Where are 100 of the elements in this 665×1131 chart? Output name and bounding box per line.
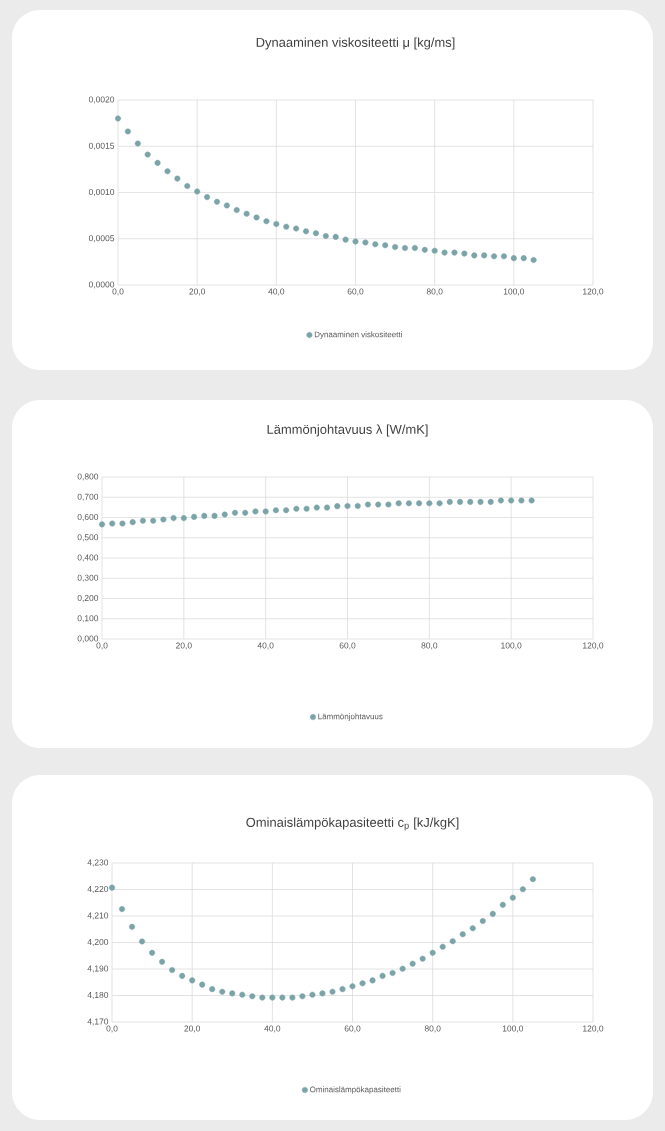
point	[528, 497, 535, 504]
y-tick-label: 4,170	[87, 1018, 109, 1026]
point	[375, 501, 382, 508]
y-tick-label: 0,100	[77, 615, 99, 623]
point	[149, 949, 156, 956]
y-tick-label: 4,210	[87, 912, 109, 920]
x-tick-label: 60,0	[339, 642, 356, 650]
point	[500, 253, 507, 260]
point	[518, 497, 525, 504]
x-tick-label: 60,0	[347, 288, 364, 296]
point	[279, 994, 286, 1001]
point	[209, 986, 216, 993]
point	[115, 115, 121, 122]
point	[385, 501, 392, 508]
point	[309, 991, 316, 998]
point	[372, 241, 379, 248]
point	[491, 253, 498, 260]
point	[362, 239, 369, 246]
point	[461, 250, 468, 257]
y-tick-label: 4,180	[87, 992, 109, 999]
point	[389, 969, 396, 976]
x-tick-label: 80,0	[424, 1025, 441, 1033]
y-tick-label: 0,0000	[88, 281, 115, 289]
point	[289, 994, 296, 1001]
point	[392, 244, 399, 251]
point	[342, 236, 349, 243]
point	[174, 175, 181, 182]
point	[457, 498, 464, 505]
point	[229, 990, 236, 997]
point	[119, 906, 126, 913]
point	[324, 504, 331, 511]
point	[180, 515, 187, 522]
point	[150, 517, 157, 524]
point	[199, 981, 206, 988]
point	[194, 188, 201, 195]
x-tick-label: 120,0	[583, 642, 604, 650]
point	[402, 245, 408, 251]
y-tick-label: 4,230	[87, 859, 109, 867]
point	[419, 955, 426, 962]
point	[134, 140, 141, 147]
x-tick-label: 100,0	[502, 1025, 524, 1033]
point	[252, 508, 259, 515]
point	[319, 990, 326, 997]
y-tick-label: 4,190	[87, 965, 109, 973]
chart-title: Lämmönjohtavuus λ [W/mK]	[267, 424, 428, 437]
point	[313, 504, 320, 511]
point	[303, 228, 310, 235]
y-tick-label: 0,0015	[88, 142, 115, 150]
point	[467, 498, 474, 505]
point	[416, 500, 423, 507]
point	[293, 505, 300, 512]
point	[409, 960, 416, 967]
point	[499, 901, 506, 908]
point	[154, 159, 161, 166]
point	[481, 252, 488, 259]
point	[129, 519, 136, 526]
point	[204, 194, 211, 201]
point	[269, 994, 276, 1001]
x-tick-label: 40,0	[264, 1025, 281, 1033]
x-tick-label: 100,0	[501, 642, 522, 650]
point	[119, 520, 126, 527]
point	[169, 967, 176, 974]
point	[201, 512, 208, 519]
point	[529, 876, 536, 883]
point	[489, 910, 496, 917]
point	[184, 183, 191, 189]
point	[211, 512, 218, 519]
x-tick-label: 20,0	[176, 642, 192, 650]
y-tick-label: 0,300	[77, 574, 99, 582]
y-tick-label: 0,400	[77, 554, 99, 562]
x-tick-label: 100,0	[503, 288, 525, 296]
point	[159, 958, 166, 965]
point	[299, 993, 306, 1000]
point	[170, 515, 177, 522]
point	[139, 938, 146, 945]
point	[395, 500, 402, 507]
point	[508, 497, 515, 504]
point	[519, 886, 526, 893]
point	[426, 500, 433, 507]
y-tick-label: 0,800	[77, 473, 99, 481]
point	[364, 501, 371, 508]
point	[329, 988, 336, 995]
point	[243, 210, 250, 217]
point	[263, 218, 270, 225]
x-tick-label: 60,0	[344, 1025, 361, 1033]
point	[179, 972, 186, 979]
point	[262, 508, 269, 515]
y-tick-label: 0,0010	[88, 189, 115, 196]
point	[189, 977, 196, 984]
point	[359, 980, 366, 987]
point	[352, 238, 359, 245]
point	[293, 225, 300, 232]
x-tick-label: 80,0	[421, 642, 438, 650]
y-tick-label: 0,500	[77, 534, 99, 542]
point	[322, 232, 329, 239]
x-tick-label: 120,0	[583, 1025, 604, 1033]
point	[399, 965, 406, 972]
point	[405, 500, 412, 507]
point	[144, 151, 151, 158]
point	[223, 202, 230, 209]
